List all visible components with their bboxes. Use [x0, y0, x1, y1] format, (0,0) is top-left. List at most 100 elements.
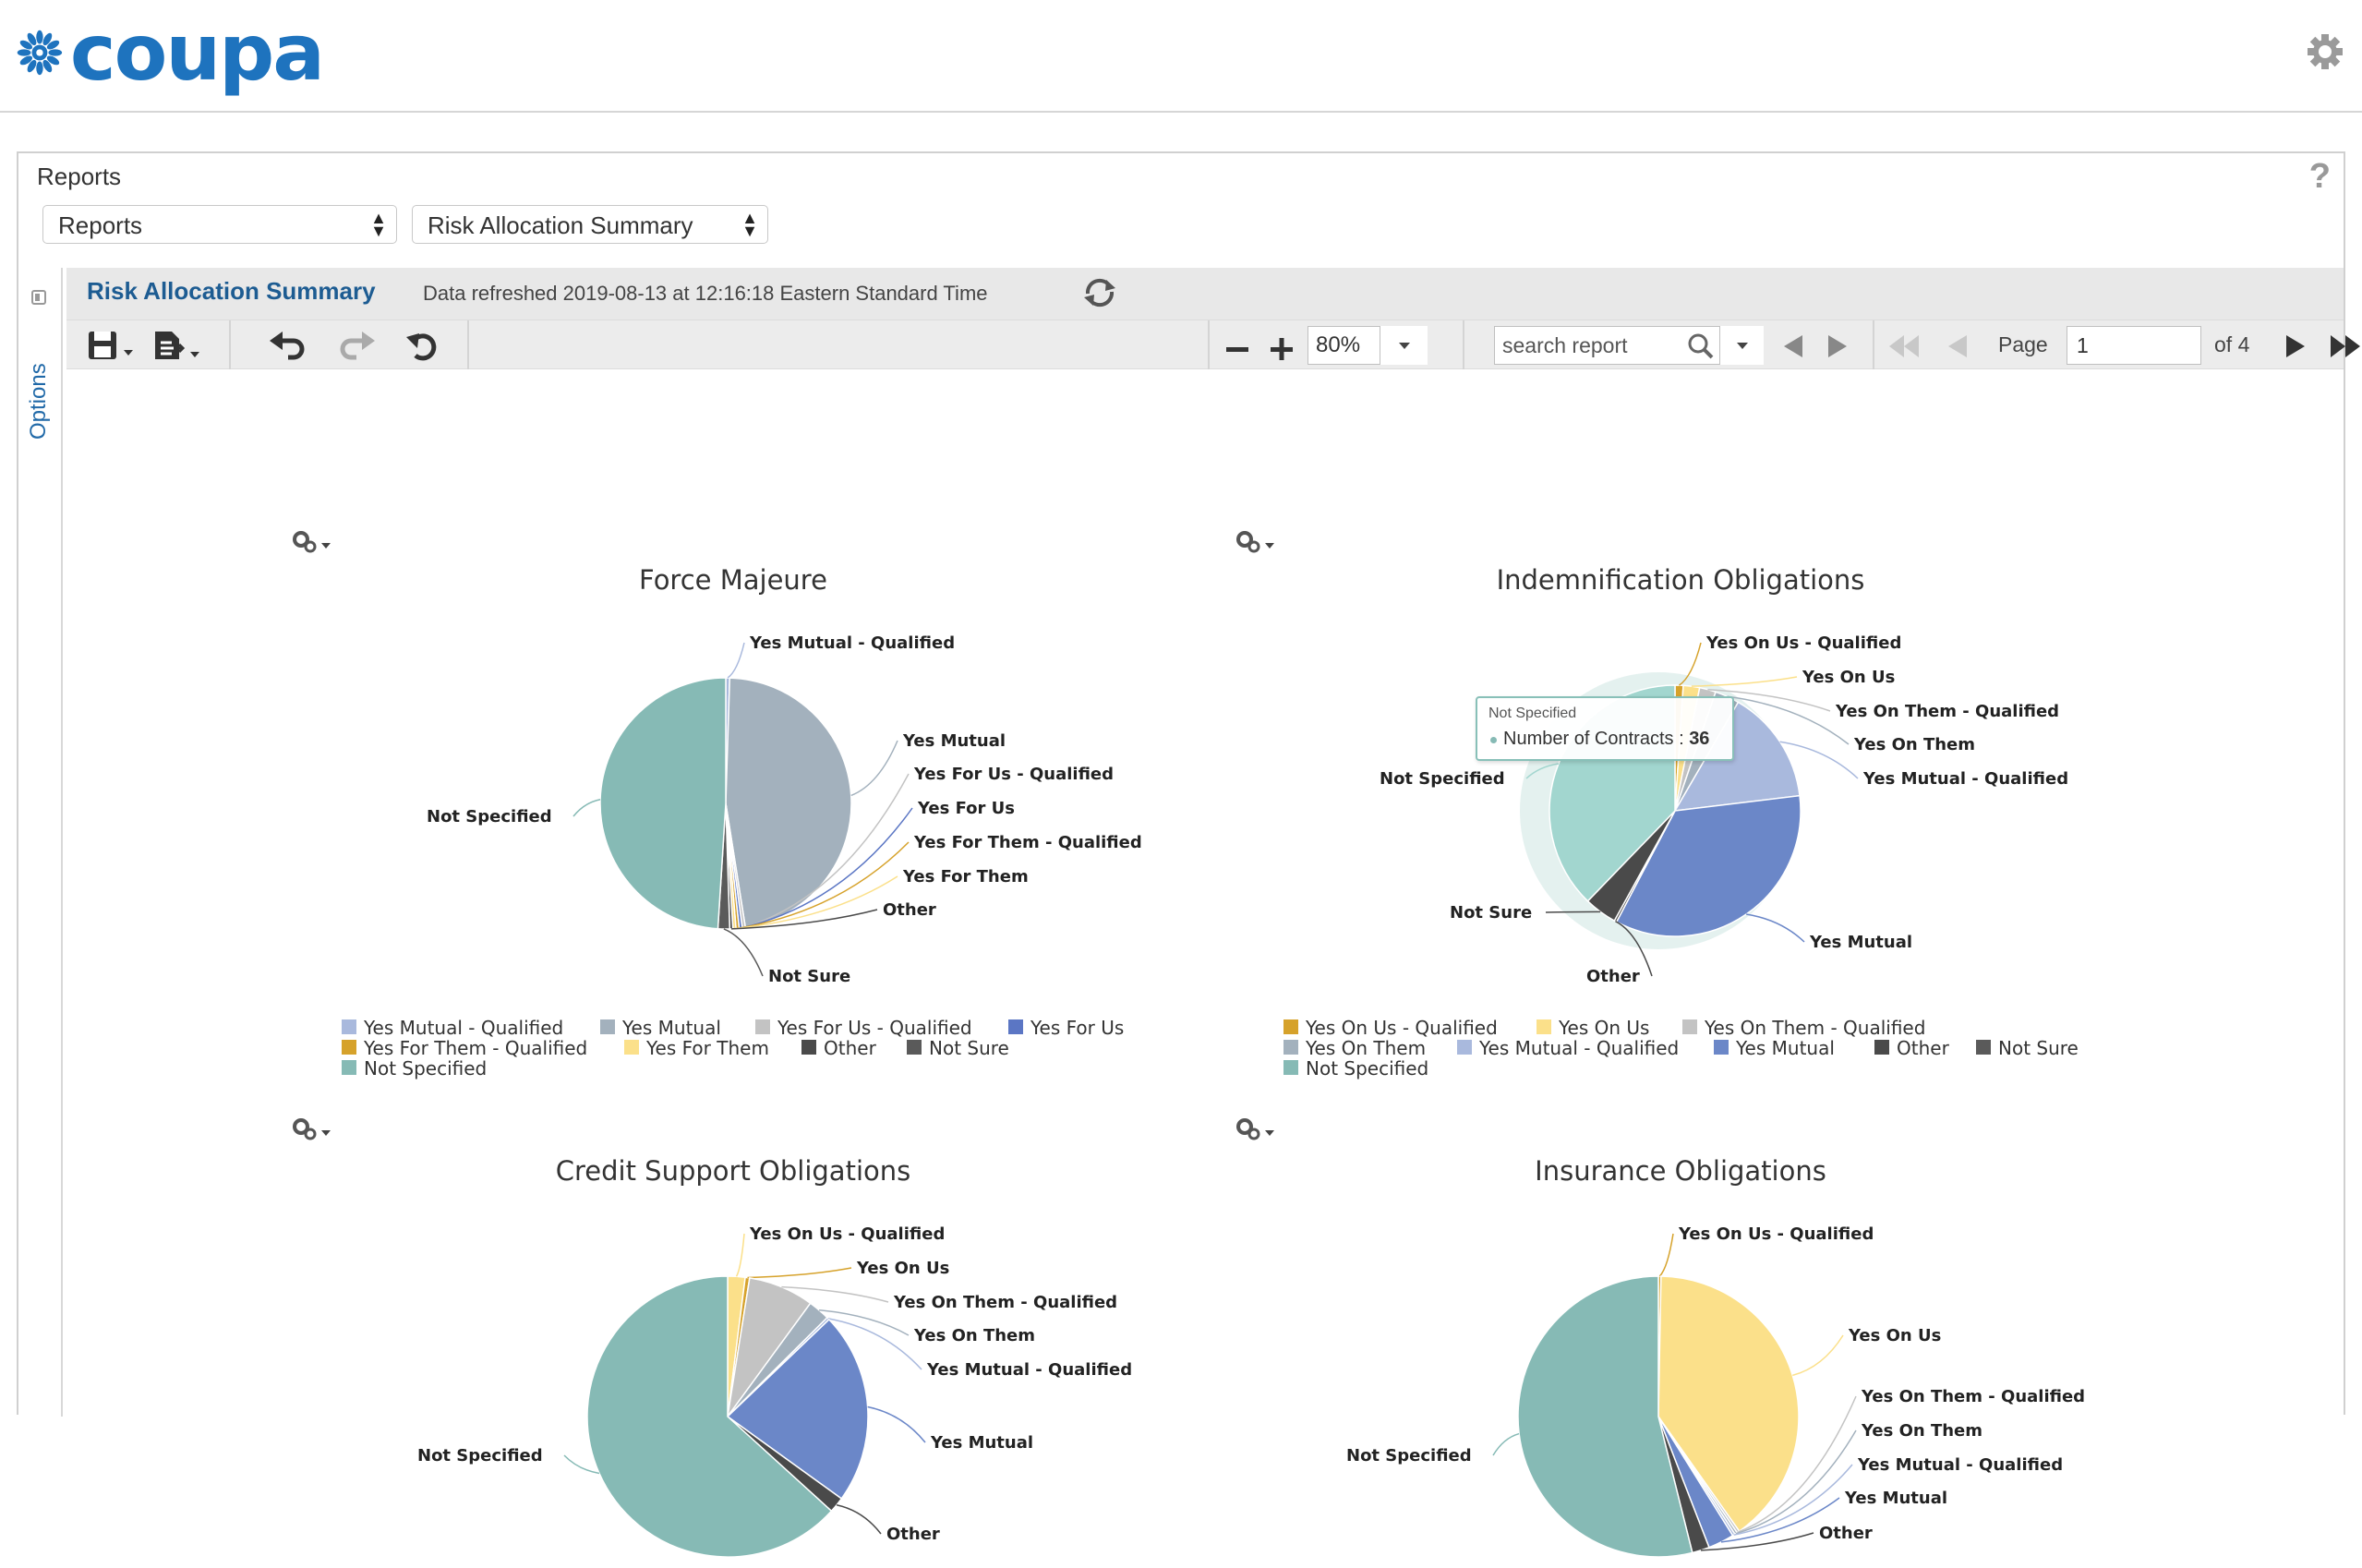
legend-item-label: Yes For Us — [1030, 1017, 1124, 1039]
slice-label: Not Specified — [427, 807, 552, 826]
chart-options-gear-icon[interactable] — [293, 1118, 331, 1140]
export-icon[interactable] — [151, 328, 207, 363]
help-question-icon[interactable]: ? — [2308, 157, 2331, 196]
logo-petal — [46, 55, 60, 66]
slice-label: Yes For Us — [917, 799, 1015, 818]
slice-label: Not Specified — [1380, 769, 1505, 789]
slice-label: Yes On Them — [913, 1326, 1035, 1345]
next-page-icon[interactable] — [2281, 328, 2310, 363]
select-arrows-icon: ▲ ▼ — [741, 209, 758, 240]
pie-leader-line — [727, 642, 745, 679]
legend-item-label: Not Sure — [1998, 1037, 2079, 1059]
report-name-select[interactable]: Risk Allocation Summary ▲ ▼ — [412, 205, 768, 244]
logo-petal — [36, 61, 43, 76]
options-tab[interactable]: Options — [26, 363, 51, 440]
chart-options-gear-icon[interactable] — [1236, 531, 1274, 553]
previous-result-icon[interactable] — [1778, 328, 1808, 363]
legend-swatch — [1976, 1040, 1991, 1055]
slice-label: Not Sure — [1450, 903, 1532, 923]
report-category-value: Reports — [58, 211, 143, 239]
data-refreshed-text: Data refreshed 2019-08-13 at 12:16:18 Ea… — [423, 282, 988, 305]
legend-swatch — [1457, 1040, 1472, 1055]
legend-swatch — [801, 1040, 816, 1055]
save-icon[interactable] — [87, 328, 142, 363]
pie-leader-line — [1545, 911, 1601, 913]
logo-petal — [42, 32, 53, 46]
tooltip-title: Not Specified — [1488, 706, 1577, 721]
charts-canvas: Force Majeure Yes Mutual - Qualified Yes M… — [293, 531, 2085, 1558]
pie-leader-line — [1615, 921, 1653, 977]
options-rail: Options — [18, 268, 63, 1417]
settings-gear-icon[interactable] — [2305, 31, 2345, 72]
legend-swatch — [1874, 1040, 1889, 1055]
pie-leader-line — [747, 1267, 852, 1279]
chart-options-gear-icon[interactable] — [293, 531, 331, 553]
pie-leader-line — [734, 875, 898, 930]
slice-label: Not Sure — [768, 967, 850, 986]
pie-leader-line — [781, 1285, 889, 1303]
legend-swatch — [1283, 1019, 1298, 1034]
charts-area: Force Majeure Yes Mutual - Qualified Yes M… — [66, 369, 2344, 1568]
select-arrows-icon: ▲ ▼ — [370, 209, 387, 240]
pie-leader-line — [850, 740, 898, 797]
pie-leader-line — [723, 928, 764, 977]
page-count-text: of 4 — [2214, 332, 2250, 356]
slice-label: Yes Mutual - Qualified — [926, 1360, 1132, 1380]
pie-leader-line — [737, 841, 910, 930]
pie-leader-line — [1658, 1233, 1674, 1277]
refresh-icon[interactable] — [1082, 277, 1117, 308]
toolbar-separator — [1208, 320, 1210, 370]
tooltip-series-dot — [1490, 737, 1497, 743]
undo-icon[interactable] — [268, 328, 308, 363]
slice-label: Yes For Us - Qualified — [913, 765, 1114, 784]
logo-wordmark: coupa — [69, 7, 325, 98]
reset-icon[interactable] — [404, 328, 441, 363]
legend-swatch — [1714, 1040, 1729, 1055]
zoom-out-icon[interactable] — [1223, 328, 1252, 363]
logo-petal — [46, 40, 60, 50]
slice-label: Yes Mutual - Qualified — [1857, 1455, 2063, 1475]
zoom-in-icon[interactable] — [1267, 328, 1296, 363]
toolbar-separator — [1463, 320, 1464, 370]
pie-leader-line — [741, 807, 913, 929]
toolbar-separator — [467, 320, 469, 370]
slice-label: Yes On Them — [1861, 1421, 1982, 1441]
redo-icon[interactable] — [336, 328, 377, 363]
coupa-logo[interactable]: coupa — [13, 6, 325, 100]
pie-slice — [599, 677, 727, 930]
chart-options-gear-icon[interactable] — [1236, 1118, 1274, 1140]
tooltip-label: Number of Contracts : — [1503, 729, 1690, 749]
slice-label: Yes Mutual — [1809, 933, 1912, 952]
options-toggle-icon[interactable] — [31, 290, 46, 305]
page-number-input[interactable]: 1 — [2067, 326, 2201, 365]
legend-item-label: Not Specified — [1306, 1057, 1428, 1080]
chevron-down-icon — [1737, 343, 1748, 349]
legend-item-label: Yes On Us — [1558, 1017, 1649, 1039]
report-category-select[interactable]: Reports ▲ ▼ — [42, 205, 397, 244]
first-page-icon[interactable] — [1886, 328, 1922, 363]
pie-leader-line — [1792, 1334, 1844, 1377]
logo-petal — [19, 55, 32, 66]
legend-item-label: Yes On Them - Qualified — [1704, 1017, 1925, 1039]
legend-swatch — [600, 1019, 615, 1034]
toolbar-separator — [229, 320, 231, 370]
pie-leader-line — [735, 1233, 745, 1277]
slice-label: Yes For Them — [902, 867, 1029, 887]
pie-slice — [1673, 701, 1801, 812]
toolbar-separator — [1873, 320, 1874, 370]
report-header: Risk Allocation Summary Data refreshed 2… — [66, 268, 2344, 320]
slice-label: Yes For Them - Qualified — [913, 833, 1142, 852]
previous-page-icon[interactable] — [1943, 328, 1972, 363]
logo-petal — [17, 49, 31, 56]
last-page-icon[interactable] — [2327, 328, 2362, 363]
next-result-icon[interactable] — [1823, 328, 1852, 363]
legend-item-label: Yes Mutual — [621, 1017, 721, 1039]
search-icon[interactable] — [1687, 332, 1715, 360]
pie-leader-line — [572, 798, 601, 817]
legend-swatch — [342, 1060, 356, 1075]
zoom-dropdown-button[interactable] — [1380, 326, 1428, 365]
slice-label: Not Specified — [417, 1446, 543, 1465]
search-report-input[interactable]: search report — [1494, 326, 1764, 365]
slice-label: Yes On Us - Qualified — [749, 1224, 945, 1244]
search-dropdown-button[interactable] — [1719, 326, 1764, 365]
